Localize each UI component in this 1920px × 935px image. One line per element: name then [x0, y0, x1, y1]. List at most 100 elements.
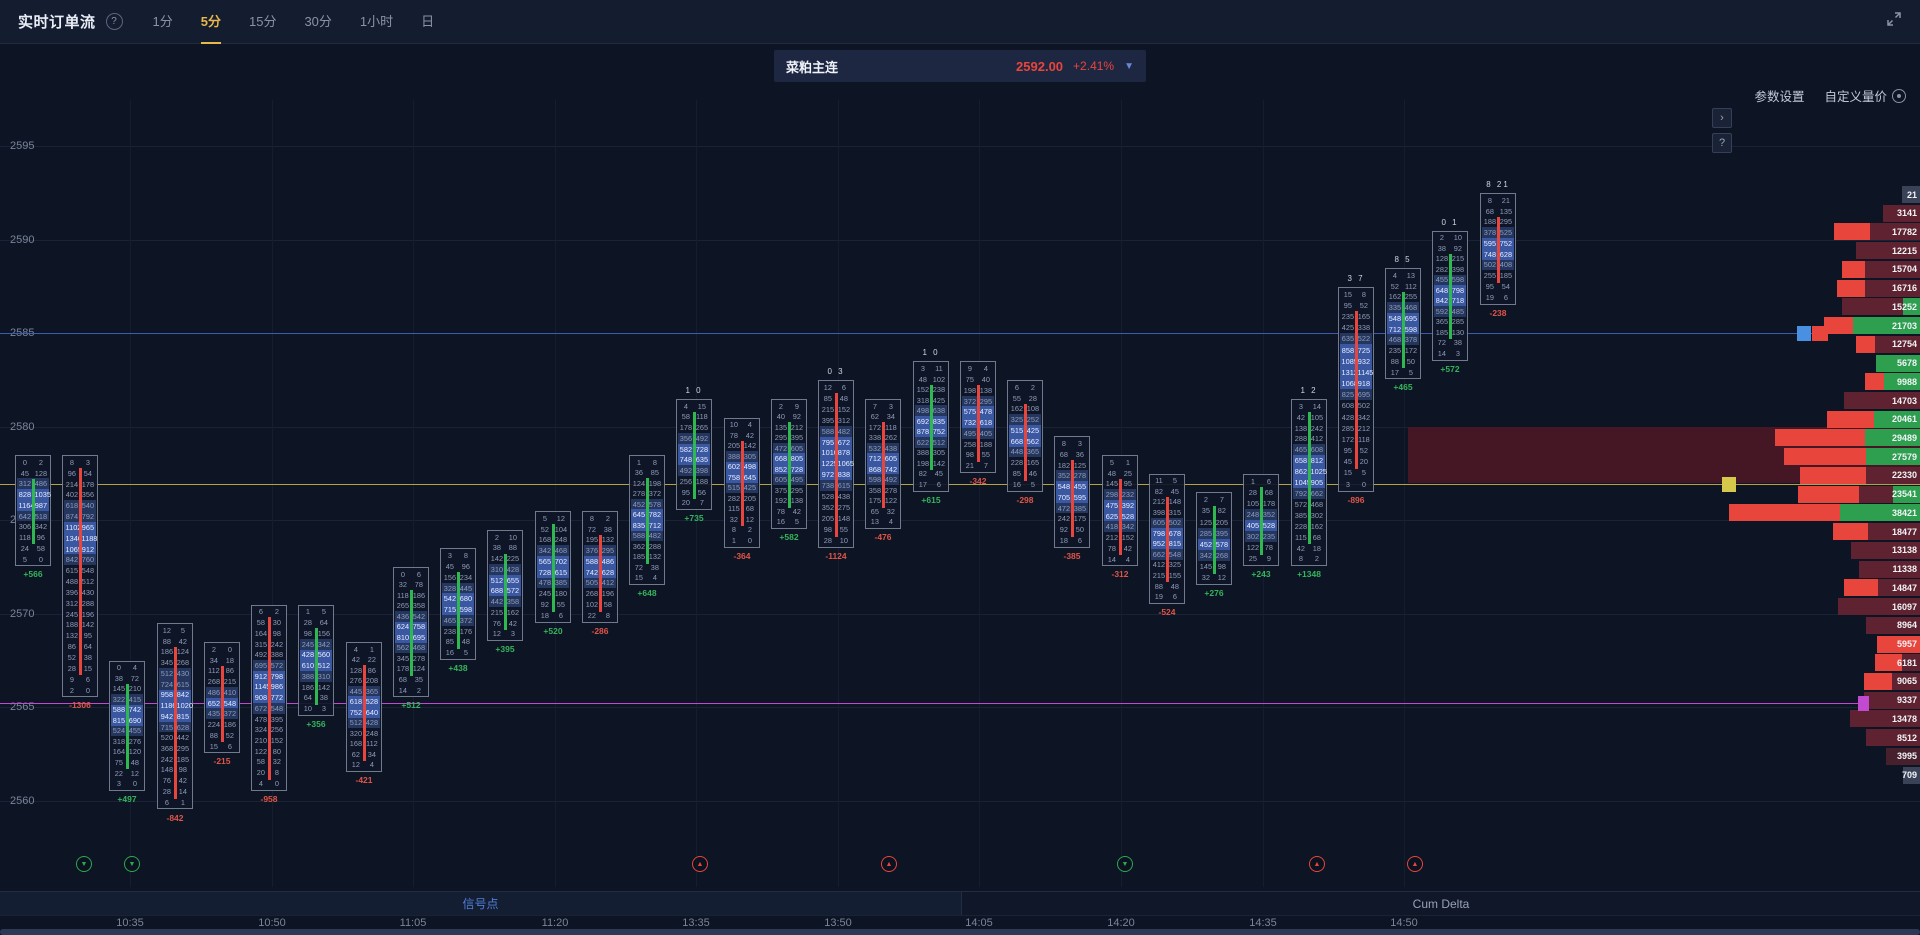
bid-volume: 245	[65, 609, 79, 619]
ask-volume: 385	[554, 578, 568, 588]
ask-volume: 118	[696, 412, 708, 422]
volume-profile-row: 3995	[1886, 747, 1920, 765]
price-axis-label: 2570	[10, 607, 35, 620]
bid-volume: 528	[821, 492, 835, 501]
bid-ask-cell: 85 46	[1009, 468, 1041, 479]
bid-volume: 152	[916, 385, 930, 394]
candle-delta-label: -842	[166, 812, 184, 823]
bid-volume: 352	[821, 503, 835, 512]
bid-volume: 205	[727, 441, 741, 450]
bid-volume: 28	[823, 536, 832, 545]
bid-ask-cell: 228 165	[1009, 457, 1041, 468]
volume-profile-segment	[1784, 448, 1866, 466]
bid-volume: 478	[254, 714, 268, 724]
volume-profile-row: 12754	[1856, 335, 1920, 353]
custom-volume-price-button[interactable]: 自定义量价	[1824, 86, 1906, 105]
bid-volume: 32	[1201, 573, 1210, 582]
bid-volume: 8	[731, 525, 736, 535]
collapse-panel-button[interactable]: ›	[1712, 108, 1732, 128]
sell-signal-icon: ▼	[124, 856, 140, 872]
ask-volume: 6	[937, 480, 942, 489]
ask-volume: 172	[1404, 346, 1418, 355]
tab-5分[interactable]: 5分	[200, 0, 221, 44]
help-icon[interactable]: ?	[105, 13, 123, 30]
bid-volume: 215	[821, 405, 835, 414]
bid-volume: 345	[396, 654, 410, 663]
bid-ask-cell: 16 5	[442, 647, 474, 658]
candle-delta-label: +1348	[1297, 569, 1321, 580]
bid-ask-cell: 13 4	[867, 516, 899, 527]
bid-ask-cell: 38 92	[1434, 243, 1466, 254]
bid-ask-cell: 145 98	[1198, 561, 1230, 572]
ask-volume: 540	[81, 501, 95, 510]
footprint-candle: 4 1 42 22 128 86 276 208 445 365 618 528 752 640 512 42…	[346, 641, 382, 773]
bid-ask-cell: 115 68	[1293, 532, 1325, 543]
bid-volume: 672	[254, 704, 268, 713]
ask-volume: 278	[412, 654, 426, 663]
bid-ask-cell: 245 196	[64, 609, 96, 620]
bid-volume: 542	[443, 594, 457, 603]
bid-volume: 548	[1057, 482, 1071, 491]
ask-volume: 905	[1310, 478, 1324, 487]
bid-volume: 715	[443, 605, 457, 614]
candle-body-up	[692, 411, 696, 500]
tab-1小时[interactable]: 1小时	[359, 14, 394, 29]
ask-volume: 502	[1357, 401, 1371, 411]
bid-ask-cell: 45 96	[442, 561, 474, 572]
bid-ask-cell: 4 15	[678, 401, 710, 412]
tab-30分[interactable]: 30分	[304, 14, 332, 29]
ask-volume: 55	[556, 600, 566, 609]
bid-ask-cell: 178 265	[678, 422, 710, 433]
bid-volume: 85	[1012, 469, 1021, 478]
bid-volume: 318	[112, 737, 126, 746]
bid-ask-cell: 68 135	[1482, 206, 1514, 217]
footprint-candle: 6 2 58 30 164 98 315 242 492 388 695 572 912 798 1145 9…	[251, 604, 287, 791]
bid-ask-cell: 118 96	[17, 532, 49, 543]
bid-volume: 705	[1057, 493, 1071, 502]
chevron-down-icon[interactable]: ▼	[1124, 60, 1134, 72]
chart-scrollbar[interactable]	[0, 929, 1920, 935]
bid-volume: 52	[1390, 281, 1399, 291]
bid-ask-cell: 96 54	[64, 468, 96, 479]
bid-ask-cell: 95 52	[1340, 300, 1372, 311]
ask-volume: 185	[1499, 271, 1513, 280]
bid-ask-cell: 58 30	[253, 617, 285, 628]
ask-volume: 122	[884, 496, 898, 505]
volume-profile-value: 18477	[1891, 526, 1917, 537]
ask-volume: 598	[459, 605, 473, 614]
time-axis-label: 14:05	[965, 917, 993, 929]
tab-日[interactable]: 日	[421, 14, 435, 29]
volume-profile-row: 23541	[1798, 485, 1920, 503]
scrollbar-thumb[interactable]	[0, 929, 1920, 935]
volume-profile-row: 8964	[1866, 616, 1920, 634]
ask-volume: 0	[275, 779, 280, 788]
bid-volume: 445	[349, 687, 363, 696]
bid-ask-cell: 186 142	[300, 682, 332, 693]
ask-volume: 42	[1123, 544, 1133, 553]
volume-profile-segment	[1729, 504, 1840, 522]
fullscreen-icon[interactable]	[1886, 11, 1902, 32]
ask-volume: 0	[39, 554, 44, 564]
bid-volume: 8	[1298, 554, 1303, 564]
bid-volume: 1186	[160, 701, 177, 710]
volume-profile-row: 21	[1902, 186, 1920, 203]
symbol-selector[interactable]: 菜粕主连 2592.00 +2.41% ▼	[774, 50, 1146, 82]
bid-volume: 792	[1294, 489, 1308, 498]
bid-ask-cell: 528 438	[820, 491, 852, 502]
ask-volume: 838	[837, 470, 851, 479]
ask-volume: 478	[979, 407, 993, 416]
bid-volume: 112	[208, 666, 220, 675]
ask-volume: 662	[1310, 489, 1324, 498]
tab-15分[interactable]: 15分	[248, 14, 277, 29]
bid-ask-cell: 242 185	[159, 754, 191, 765]
candle-body-up	[503, 553, 507, 631]
ask-volume: 21	[1501, 196, 1511, 205]
support-line-marker	[1858, 696, 1869, 711]
tab-1分[interactable]: 1分	[152, 14, 173, 29]
parameter-settings-button[interactable]: 参数设置	[1754, 90, 1805, 104]
volume-profile-row: 709	[1902, 766, 1920, 784]
bid-ask-cell: 98 55	[820, 524, 852, 535]
panel-help-button[interactable]: ?	[1712, 133, 1732, 153]
